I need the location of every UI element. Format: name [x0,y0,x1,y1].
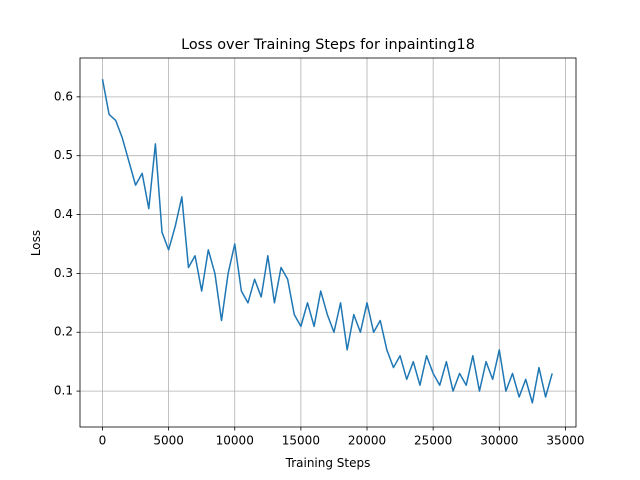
x-tick-label: 10000 [216,434,254,448]
y-tick-label: 0.3 [54,266,73,280]
y-tick-label: 0.1 [54,384,73,398]
y-tick-label: 0.2 [54,325,73,339]
loss-line [101,79,553,404]
x-tick-label: 5000 [153,434,184,448]
x-tick-label: 15000 [282,434,320,448]
x-axis-label: Training Steps [285,456,371,470]
y-tick-label: 0.6 [54,89,73,103]
y-tick-label: 0.5 [54,148,73,162]
y-axis-label: Loss [29,230,43,256]
x-tick-label: 25000 [414,434,452,448]
y-tick-label: 0.4 [54,207,73,221]
x-tick-label: 0 [99,434,107,448]
plot-frame [79,57,577,428]
x-tick-label: 20000 [348,434,386,448]
x-tick-label: 35000 [546,434,584,448]
chart-title: Loss over Training Steps for inpainting1… [181,37,475,53]
x-tick-label: 30000 [480,434,518,448]
